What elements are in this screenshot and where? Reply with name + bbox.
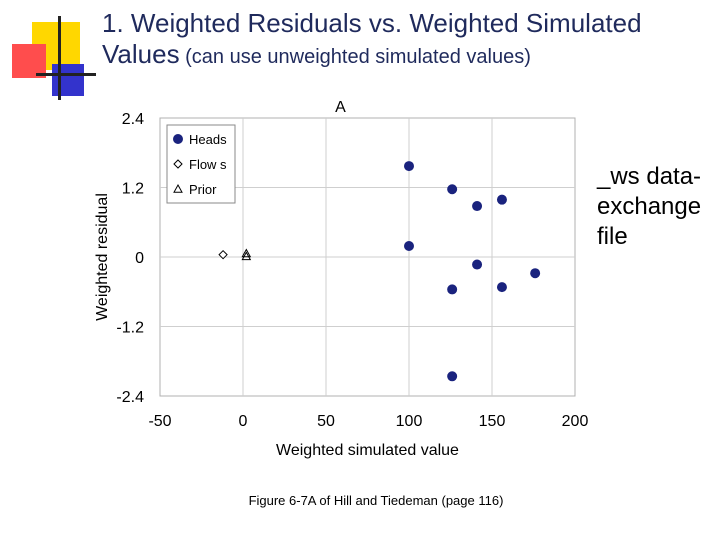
- legend-label: Flow s: [189, 157, 227, 172]
- side-note: _ws data-exchange file: [597, 163, 702, 250]
- heads-point: [404, 240, 414, 251]
- x-axis-label: Weighted simulated value: [276, 442, 459, 459]
- heads-point: [447, 284, 458, 295]
- x-tick-label: -50: [148, 413, 171, 430]
- chart-title: A: [335, 99, 346, 116]
- deco-horizontal-line: [36, 73, 96, 76]
- heads-point: [530, 268, 541, 279]
- heads-point: [404, 161, 414, 172]
- heads-point: [447, 184, 458, 195]
- legend-marker: [173, 183, 183, 193]
- heads-point: [496, 194, 507, 205]
- legend-label: Heads: [189, 132, 227, 147]
- deco-vertical-line: [58, 16, 61, 100]
- prior-point: [241, 251, 252, 261]
- legend-marker: [173, 134, 183, 144]
- title-line-2-note: (can use unweighted simulated values): [179, 45, 531, 68]
- y-axis-label: Weighted residual: [94, 193, 111, 321]
- y-tick-label: -1.2: [116, 320, 144, 337]
- heads-point: [496, 282, 507, 293]
- prior-point: [241, 248, 252, 258]
- legend-label: Prior: [189, 182, 217, 197]
- y-tick-label: 2.4: [122, 111, 144, 128]
- x-tick-label: 150: [479, 413, 506, 430]
- x-tick-label: 200: [562, 413, 589, 430]
- heads-point: [472, 259, 483, 270]
- x-tick-label: 50: [317, 413, 335, 430]
- x-tick-label: 0: [239, 413, 248, 430]
- heads-point: [447, 371, 458, 382]
- title-line-2: Values: [102, 38, 180, 69]
- title-line-1: 1. Weighted Residuals vs. Weighted Simul…: [102, 8, 642, 38]
- deco-red-square: [12, 44, 46, 78]
- flow-s-point: [218, 249, 228, 260]
- y-tick-label: 1.2: [122, 181, 144, 198]
- heads-point: [472, 201, 483, 212]
- deco-blue-square: [52, 64, 84, 96]
- legend-marker: [173, 159, 183, 169]
- y-tick-label: 0: [135, 250, 144, 267]
- slide-title: 1. Weighted Residuals vs. Weighted Simul…: [102, 8, 702, 69]
- x-tick-label: 100: [396, 413, 423, 430]
- y-tick-label: -2.4: [116, 389, 144, 406]
- figure-caption: Figure 6-7A of Hill and Tiedeman (page 1…: [248, 493, 504, 508]
